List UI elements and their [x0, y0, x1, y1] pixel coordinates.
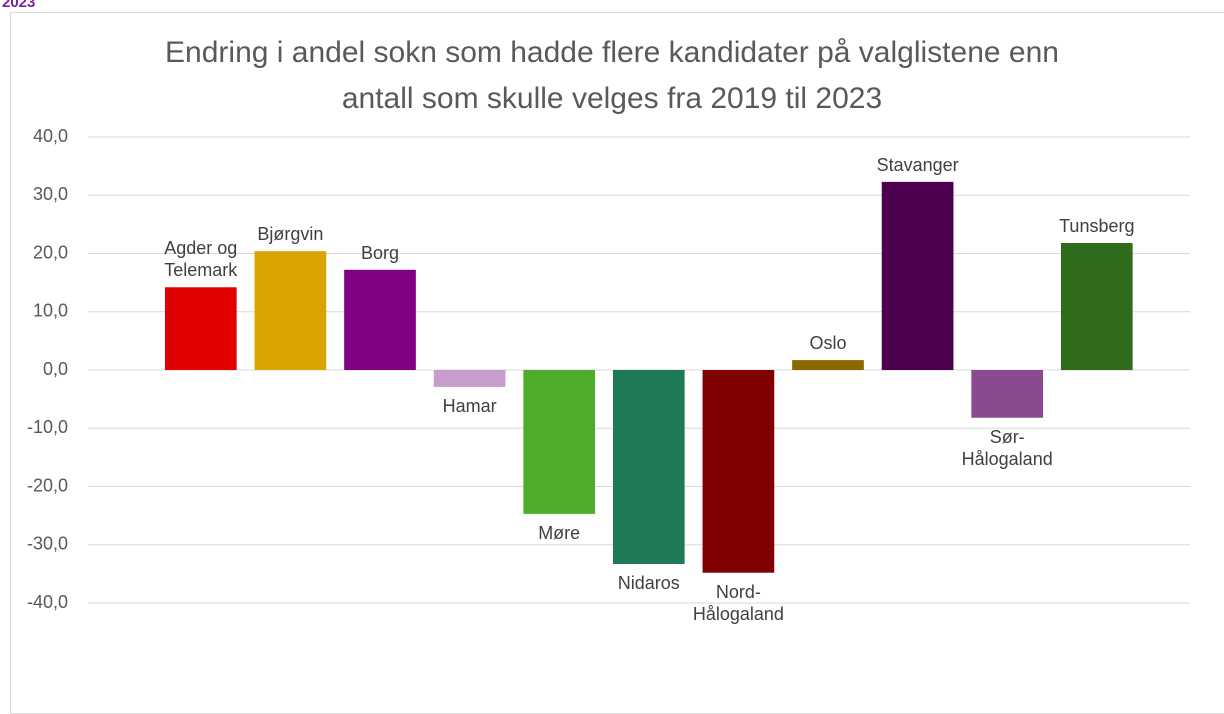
bar [164, 287, 237, 370]
category-label: Bjørgvin [257, 224, 324, 245]
chart-title: Endring i andel sokn som hadde flere kan… [165, 36, 1059, 115]
category-label: Oslo [809, 333, 847, 354]
y-tick-label: 40,0 [33, 126, 68, 146]
y-tick-label: 0,0 [43, 359, 68, 379]
bar [433, 370, 506, 387]
bar [792, 360, 864, 370]
y-tick-label: 20,0 [33, 242, 68, 262]
category-label: Agder og Telemark [164, 238, 238, 281]
bar [612, 370, 685, 564]
category-label: Hamar [442, 395, 497, 416]
category-label: Nord-Hålogaland [692, 581, 784, 624]
bar [1060, 243, 1133, 370]
category-label: Sør-Hålogaland [961, 426, 1053, 469]
y-tick-label: 30,0 [33, 184, 68, 204]
category-label: Møre [538, 522, 581, 543]
category-label: Tunsberg [1059, 216, 1135, 236]
y-tick-label: -20,0 [27, 475, 68, 495]
caption: 2023 [2, 0, 36, 11]
chart: -40,0 -30,0 -20,0 -10,0 0,0 10,0 20,0 30,0 40,0 [27, 126, 1190, 612]
bar [881, 181, 954, 370]
y-tick-label: -30,0 [27, 534, 68, 554]
bar [702, 370, 775, 573]
y-tick-label: -10,0 [27, 417, 68, 437]
bar [254, 251, 327, 370]
y-tick-label: 10,0 [33, 301, 68, 321]
category-label: Borg [360, 242, 400, 263]
bar [523, 370, 596, 514]
bar [344, 269, 416, 370]
bar [971, 370, 1044, 418]
category-label: Stavanger [876, 154, 959, 175]
y-tick-label: -40,0 [27, 592, 68, 612]
category-label: Nidaros [617, 572, 680, 593]
